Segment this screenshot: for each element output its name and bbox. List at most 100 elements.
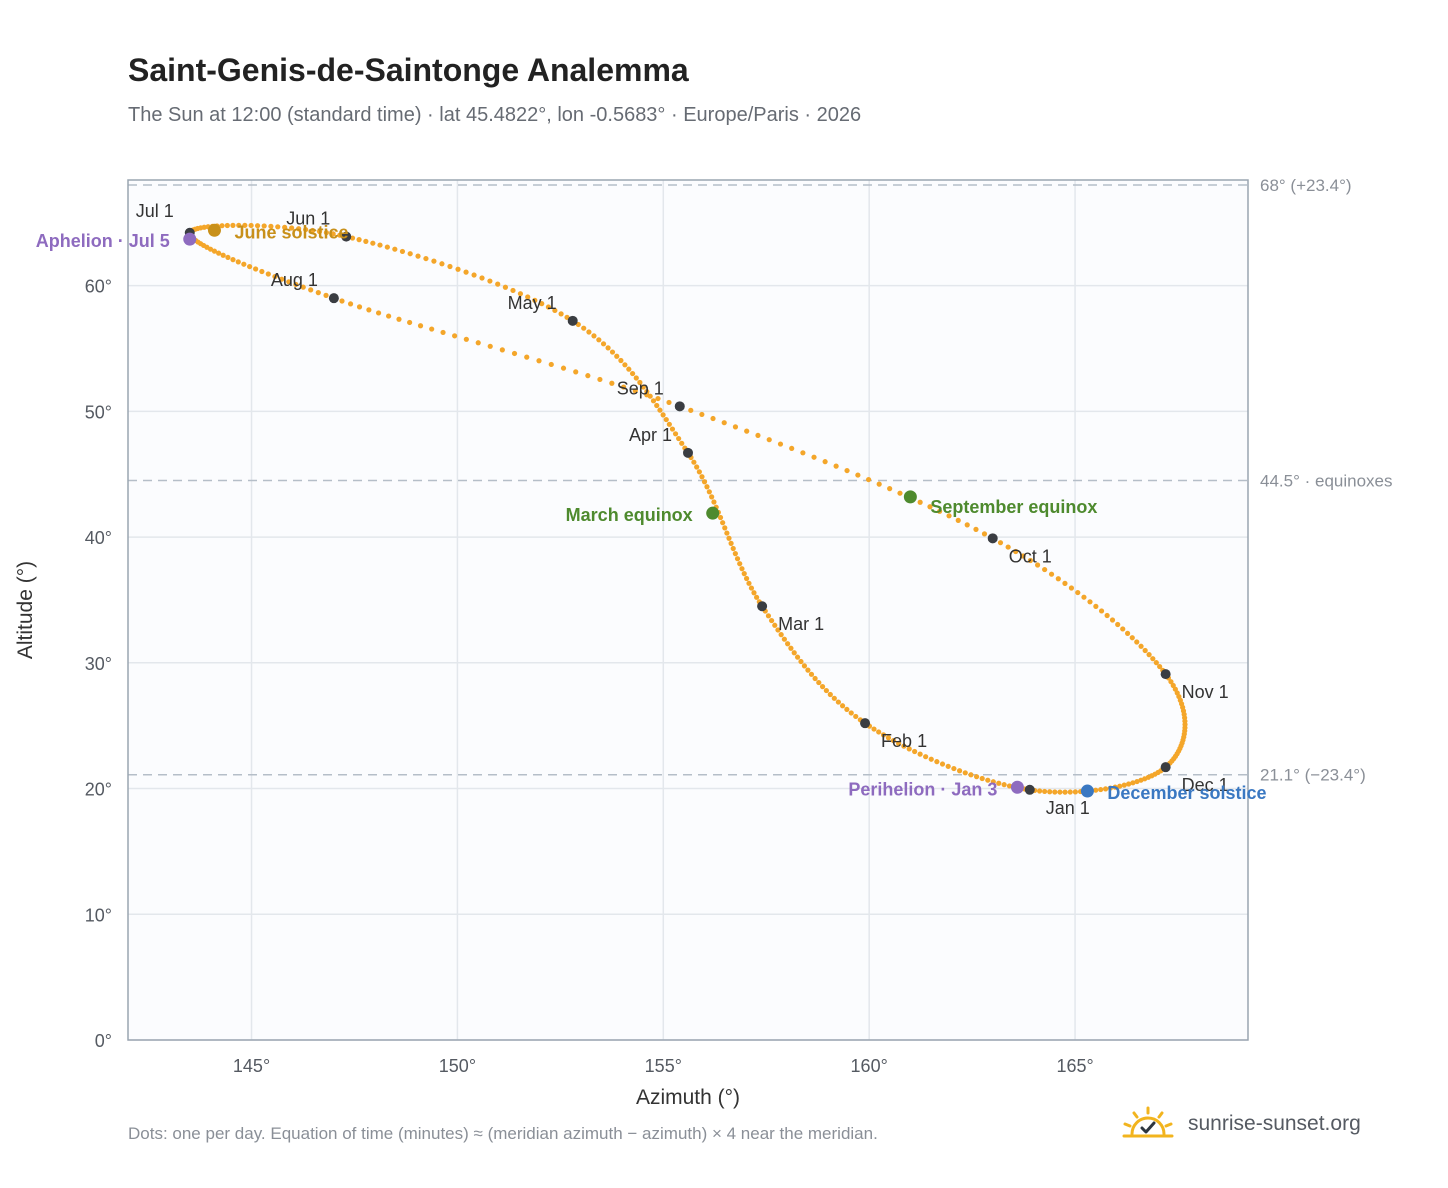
daily-dot [928, 756, 934, 762]
daily-dot [939, 761, 946, 767]
event-marker [903, 490, 917, 504]
daily-dot [1102, 786, 1109, 792]
daily-dot [220, 252, 226, 258]
daily-dot [525, 294, 531, 300]
daily-dot [517, 291, 524, 297]
daily-dot [934, 759, 940, 765]
daily-dot [1068, 585, 1075, 591]
daily-dot [609, 349, 616, 355]
daily-dot [951, 765, 957, 772]
daily-dot [669, 426, 676, 432]
daily-dot [844, 467, 850, 474]
daily-dot [377, 242, 383, 248]
y-tick-label: 60° [85, 277, 112, 297]
daily-dot [737, 561, 743, 567]
daily-dot [415, 253, 421, 259]
y-tick-label: 10° [85, 905, 112, 925]
daily-dot [1093, 603, 1099, 609]
daily-dot [1142, 647, 1148, 654]
daily-dot [726, 535, 732, 541]
daily-dot [945, 763, 951, 769]
daily-dot [1081, 594, 1087, 600]
daily-dot [1020, 553, 1026, 559]
daily-dot [839, 703, 846, 709]
daily-dot [316, 228, 323, 235]
daily-dot [660, 412, 666, 418]
daily-dot [679, 440, 685, 446]
daily-dot [207, 246, 214, 252]
brand[interactable]: sunrise-sunset.org [1120, 1104, 1361, 1144]
daily-dot [1107, 785, 1113, 791]
daily-dot [823, 687, 829, 694]
daily-dot [440, 329, 446, 336]
daily-dot [261, 223, 267, 229]
event-marker [207, 223, 221, 237]
month-markers: Jan 1 Feb 1 Mar 1 Apr 1 May 1 Jun 1 Jul 1 Aug 1… [136, 201, 1229, 818]
daily-dot [1104, 612, 1110, 619]
daily-dot [985, 777, 991, 783]
daily-dot [235, 259, 241, 265]
daily-dot [600, 341, 607, 347]
daily-dot [596, 337, 602, 343]
daily-dot [573, 369, 579, 375]
daily-dot [748, 585, 755, 591]
x-tick-label: 145° [233, 1056, 270, 1076]
daily-dot [487, 278, 493, 284]
daily-dot [704, 484, 710, 490]
daily-dot [785, 641, 791, 647]
y-tick-label: 30° [85, 654, 112, 674]
daily-dot [524, 354, 530, 360]
daily-dot [730, 545, 736, 552]
daily-dot [822, 459, 828, 465]
daily-dot [242, 222, 248, 228]
month-label: May 1 [508, 293, 557, 313]
daily-dot [417, 323, 424, 329]
month-marker [757, 601, 768, 612]
daily-dot [330, 231, 336, 237]
event-label: March equinox [566, 505, 693, 525]
daily-dot [672, 431, 679, 437]
daily-dot [536, 358, 542, 364]
event-label: September equinox [930, 497, 1097, 517]
daily-dot [248, 222, 254, 229]
plot-frame [127, 179, 1249, 1041]
daily-dot [962, 770, 968, 776]
daily-dot [1042, 566, 1048, 573]
daily-dot [289, 225, 295, 231]
daily-dot [439, 261, 445, 267]
daily-dot [211, 248, 218, 254]
daily-dot [720, 520, 726, 526]
daily-dot [777, 441, 784, 447]
daily-dot [539, 301, 545, 307]
daily-dot [1062, 789, 1068, 795]
chart-title: Saint-Genis-de-Saintonge Analemma [128, 52, 689, 88]
daily-dot [463, 336, 469, 342]
daily-dot [964, 522, 970, 528]
daily-dot [552, 307, 558, 314]
daily-dot [230, 257, 236, 263]
daily-dot [1150, 656, 1156, 662]
daily-dot [876, 481, 882, 487]
daily-dot [1093, 787, 1099, 793]
daily-dot [323, 292, 329, 298]
month-marker [1160, 762, 1171, 773]
daily-dot [499, 347, 505, 353]
daily-dot [375, 310, 382, 316]
x-tick-label: 155° [645, 1056, 682, 1076]
daily-dot [811, 454, 817, 460]
daily-dot [699, 411, 705, 418]
daily-dot [973, 774, 980, 780]
daily-dot [887, 486, 893, 492]
daily-dot [997, 540, 1004, 546]
daily-dot [896, 740, 902, 746]
daily-dot [452, 333, 458, 339]
daily-dot [901, 743, 907, 749]
daily-dot [768, 617, 775, 624]
daily-dot [618, 357, 624, 364]
daily-dot [548, 361, 554, 368]
daily-dot [650, 398, 657, 404]
daily-dot [1087, 599, 1093, 605]
daily-dot [265, 271, 271, 277]
daily-dot [253, 266, 259, 272]
